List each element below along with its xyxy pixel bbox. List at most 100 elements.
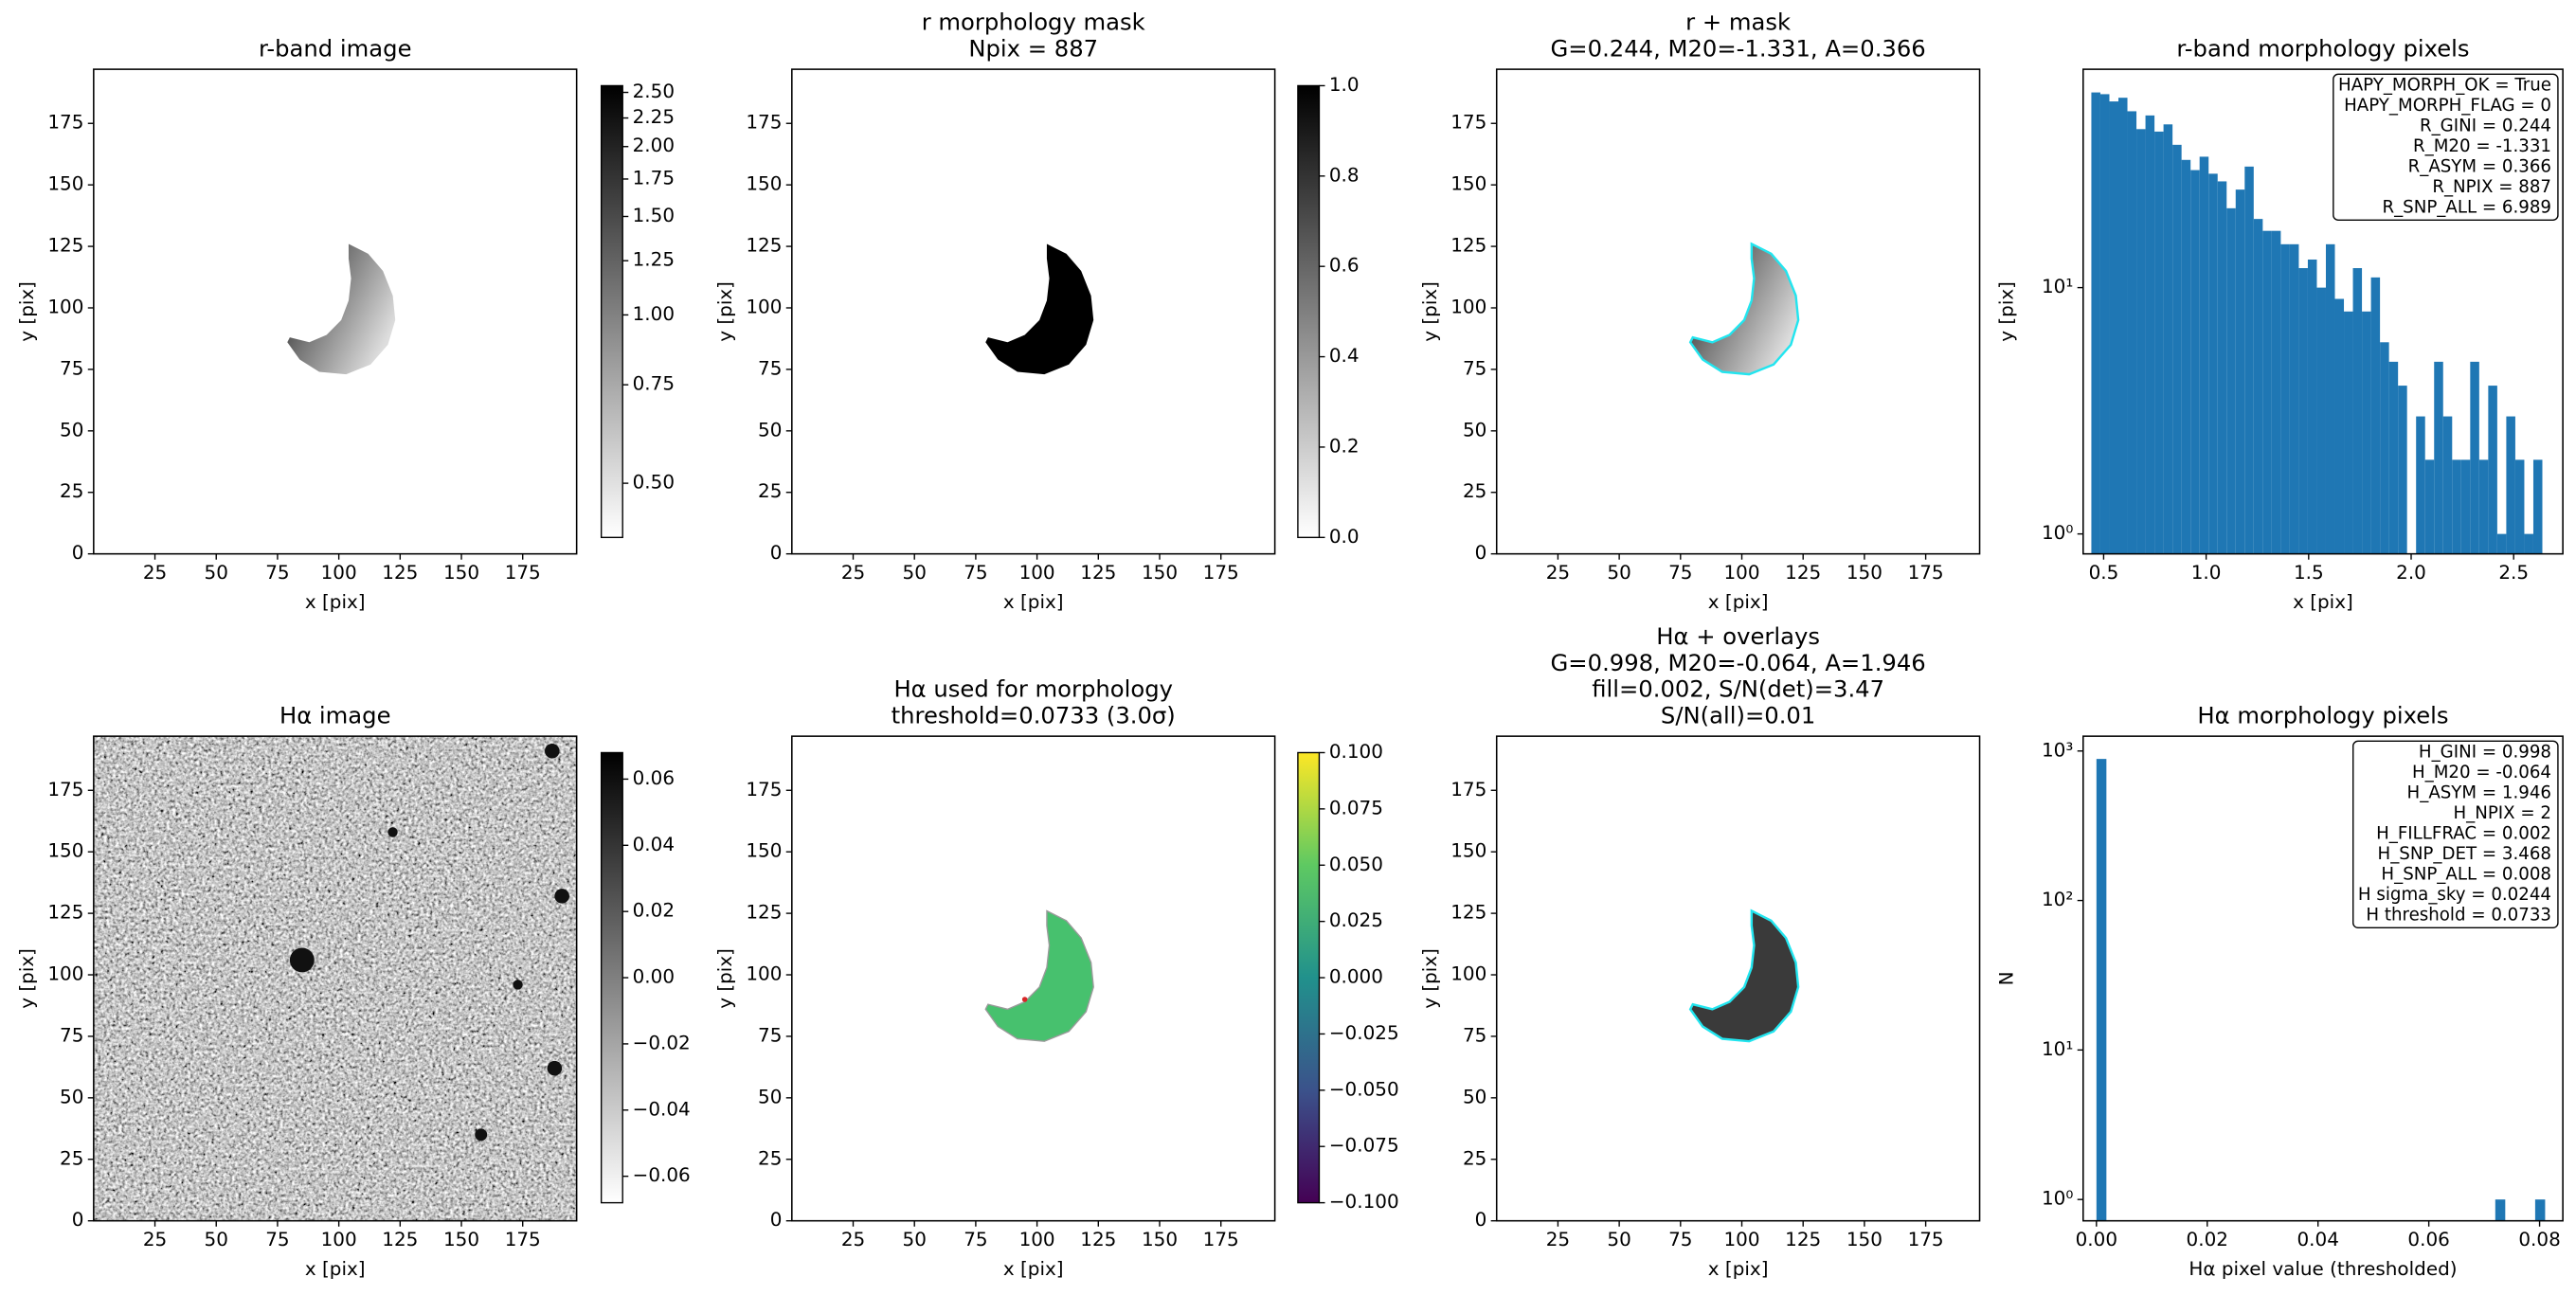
panel-title: r + mask [1685,9,1791,36]
colorbar [1297,751,1321,1204]
x-axis-label: x [pix] [305,590,366,613]
histogram-bar [2506,416,2515,554]
axes-frame [791,735,1276,1222]
histogram-bar [2235,189,2245,554]
histogram-bar [2217,181,2227,554]
histogram-bar [2181,159,2191,554]
colorbar-tick-label: −0.02 [633,1031,691,1053]
y-tick-label: 25 [1463,1146,1486,1169]
x-tick-label: 175 [505,1228,541,1250]
histogram-bar [2118,98,2128,554]
y-axis-label: y [pix] [1995,281,2018,342]
y-tick-label: 0 [1475,1208,1487,1231]
y-tick-label: 175 [746,111,782,134]
source-region [1688,242,1800,376]
colorbar-tick-label: 1.75 [633,166,675,189]
source-region [984,909,1094,1042]
panel-title: G=0.244, M20=-1.331, A=0.366 [1551,34,1926,62]
colorbar-tick-label: −0.050 [1329,1077,1399,1100]
y-tick-label: 125 [1450,234,1486,257]
y-tick-label: 50 [1463,1085,1486,1107]
x-tick-label: 150 [443,561,479,584]
x-tick-label: 175 [1203,561,1239,584]
y-tick-label: 100 [746,962,782,985]
detected-pixel [1021,997,1028,1002]
y-axis-label: y [pix] [1418,948,1441,1009]
x-tick-label: 0.04 [2297,1228,2338,1250]
histogram-bar [2442,416,2453,554]
colorbar-tick-label: −0.06 [633,1163,691,1186]
panel-title: fill=0.002, S/N(det)=3.47 [1592,675,1884,703]
x-tick-label: 150 [443,1228,479,1250]
x-tick-label: 1.5 [2294,561,2324,584]
histogram-bar [2424,459,2435,554]
axes-frame [1495,68,1981,555]
x-tick-label: 100 [321,561,357,584]
y-tick-label: 50 [758,1085,782,1107]
x-tick-label: 0.5 [2089,561,2119,584]
dark-source [289,947,315,973]
x-tick-label: 100 [1723,561,1759,584]
colorbar-tick-label: 1.50 [633,204,675,226]
histogram-bar [2154,131,2164,554]
x-tick-label: 25 [1546,561,1570,584]
colorbar-tick-label: 0.75 [633,372,675,395]
panel: 25 50 75 100 125 150 175 0 25 50 75 100 125 150 175 x [… [713,9,1360,614]
x-tick-label: 0.00 [2076,1228,2117,1250]
colorbar-tick-label: 0.025 [1329,908,1383,931]
x-tick-label: 175 [1908,1228,1944,1250]
stats-line: H_NPIX = 2 [2453,803,2551,823]
image-background [791,736,1275,1221]
colorbar-tick-label: 2.50 [633,80,675,102]
y-tick-label: 100 [47,295,83,317]
histogram-bar [2534,1199,2546,1221]
panel: 25 50 75 100 125 150 175 0 25 50 75 100 125 150 175 x [… [1418,9,1981,613]
y-tick-label: 50 [60,1085,83,1107]
histogram-bar [2352,268,2363,554]
histogram-bar [2460,459,2471,554]
histogram-bar [2096,759,2107,1221]
y-tick-label: 175 [47,778,83,800]
colorbar-tick-label: 1.00 [633,302,675,325]
y-tick-label: 175 [47,111,83,134]
y-tick-label: 0 [1475,541,1487,564]
histogram-bar [2253,219,2263,554]
histogram-bar [2190,170,2200,554]
x-tick-label: 25 [143,561,167,584]
colorbar-tick-label: 2.25 [633,105,675,128]
x-tick-label: 125 [1080,561,1116,584]
histogram-bar [2434,361,2443,554]
y-tick-label: 100 [1450,295,1486,317]
x-tick-label: 75 [964,1228,987,1250]
y-tick-label: 75 [60,1023,83,1046]
y-tick-label: 75 [60,356,83,379]
histogram-bar [2262,230,2272,554]
x-axis-label: x [pix] [305,1257,366,1280]
histogram-bar [2271,230,2281,554]
x-tick-label: 100 [1723,1228,1759,1250]
stats-line: H_GINI = 0.998 [2419,742,2551,762]
histogram-bar [2370,277,2381,554]
y-axis-label: N [1995,971,2018,985]
x-tick-label: 50 [1607,561,1630,584]
histogram-bar [2532,459,2543,554]
x-tick-label: 0.02 [2187,1228,2228,1250]
colorbar-tick-label: 0.2 [1329,434,1360,457]
x-tick-label: 50 [903,561,927,584]
histogram-bar [2524,533,2533,554]
x-axis-label: x [pix] [1003,590,1064,613]
colorbar [1297,84,1321,539]
x-tick-label: 125 [1785,1228,1821,1250]
stats-line: R_SNP_ALL = 6.989 [2382,197,2551,217]
colorbar-tick-label: 1.25 [633,248,675,271]
stats-line: H sigma_sky = 0.0244 [2358,885,2551,905]
histogram-bar [2099,94,2110,554]
histogram-bar [2172,144,2182,554]
x-tick-label: 150 [1142,561,1178,584]
histogram-bar [2416,416,2425,554]
stats-line: HAPY_MORPH_OK = True [2338,75,2551,95]
y-tick-label: 0 [770,1208,783,1231]
dark-source [387,827,398,837]
y-tick-label: 150 [746,839,782,862]
